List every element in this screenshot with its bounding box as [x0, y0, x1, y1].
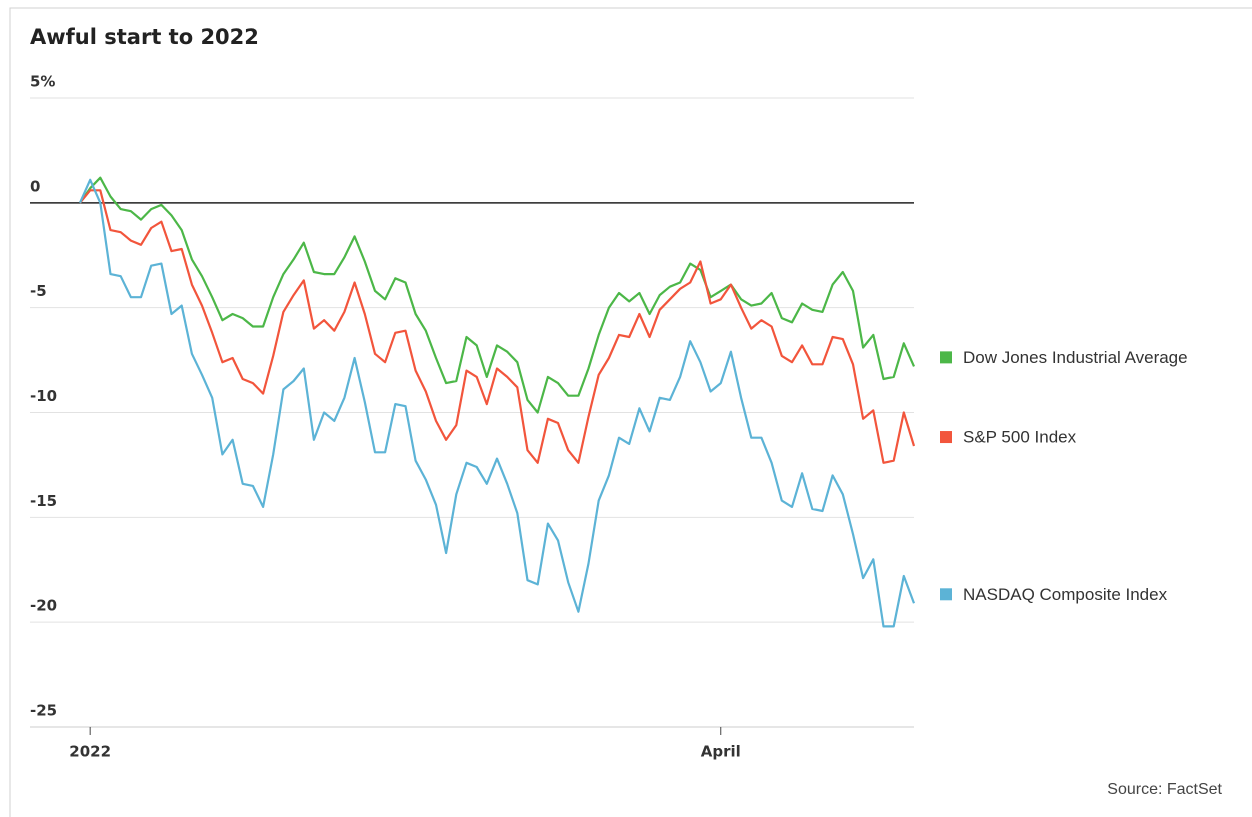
y-tick-label: -15: [30, 492, 57, 510]
series-line: [79, 176, 916, 414]
legend-label: NASDAQ Composite Index: [963, 585, 1168, 604]
series-line: [79, 189, 916, 464]
legend-swatch: [940, 351, 952, 364]
legend-swatch: [940, 588, 952, 601]
x-tick-label: April: [701, 743, 741, 761]
x-tick-label: 2022: [69, 743, 111, 761]
source: Source: FactSet: [1107, 781, 1222, 798]
frame: [9, 7, 1252, 817]
y-tick-label: -25: [30, 702, 57, 720]
y-tick-label: 0: [30, 177, 40, 195]
legend-label: S&P 500 Index: [963, 428, 1077, 447]
y-tick-label: -5: [30, 282, 47, 300]
y-tick-label: -20: [30, 597, 57, 615]
series-line: [78, 178, 916, 628]
chart-title: Awful start to 2022: [30, 25, 259, 49]
legend-label: Dow Jones Industrial Average: [963, 348, 1188, 367]
y-tick-label: 5%: [30, 73, 55, 91]
y-tick-label: -10: [30, 387, 57, 405]
legend-swatch: [940, 431, 952, 444]
